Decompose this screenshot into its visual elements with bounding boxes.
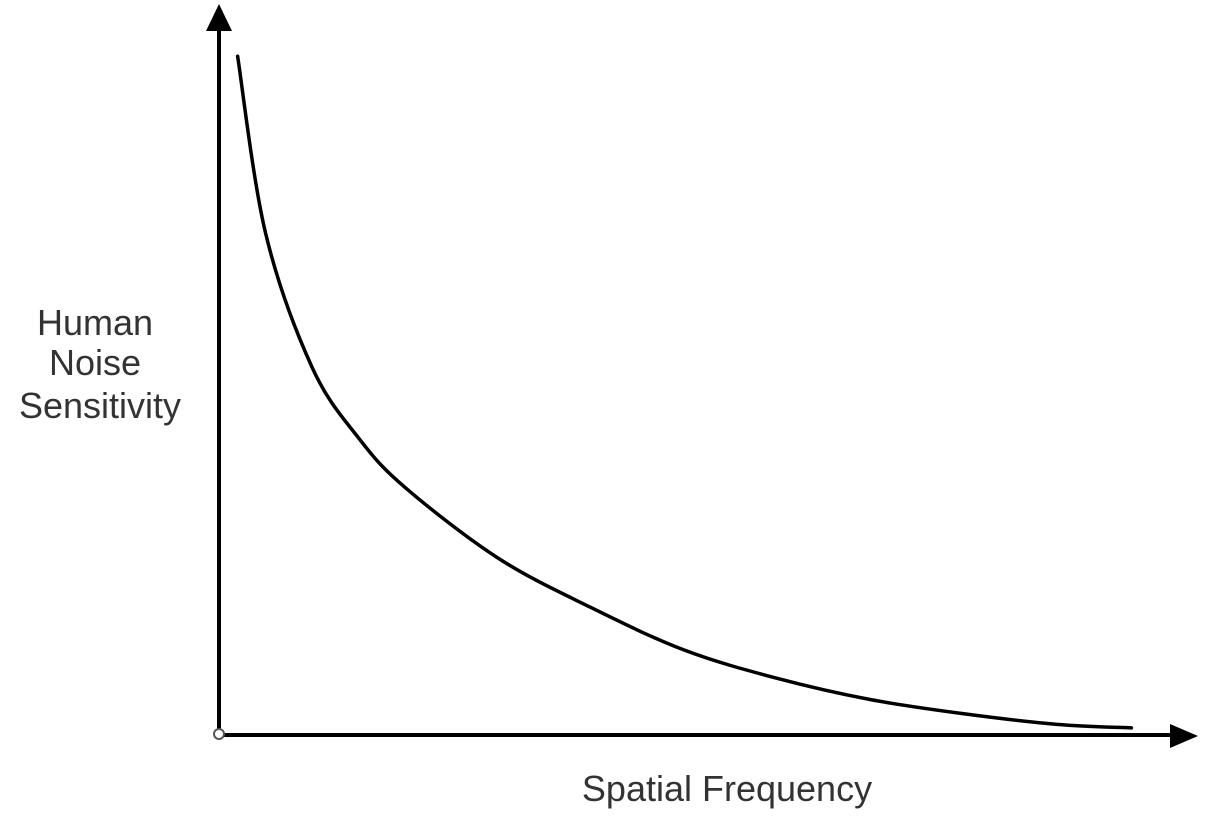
origin-marker	[213, 728, 225, 740]
y-axis-label-line-2: Noise	[49, 342, 141, 383]
series-line	[235, 54, 1134, 730]
y-axis-label-line-1: Human	[37, 302, 153, 343]
x-axis-arrow	[1170, 724, 1198, 748]
y-axis-arrow	[206, 4, 232, 31]
plot-area	[206, 4, 1198, 748]
y-axis-label: Human Noise Sensitivity	[19, 302, 181, 426]
x-axis-label: Spatial Frequency	[582, 768, 872, 809]
y-axis-label-line-3: Sensitivity	[19, 385, 181, 426]
